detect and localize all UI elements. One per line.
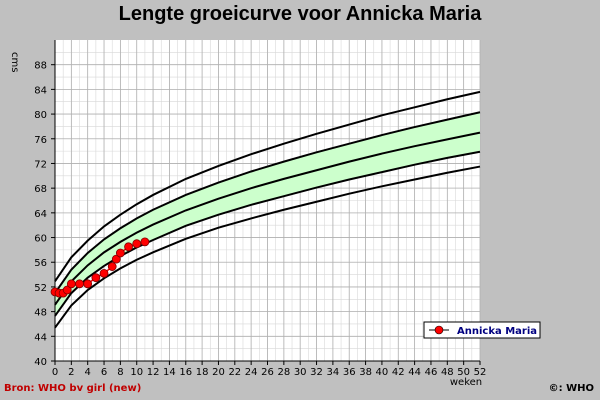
reference-curve: [54, 111, 481, 294]
data-point: [132, 239, 142, 249]
data-point: [124, 242, 133, 252]
reference-curve: [54, 131, 481, 306]
x-axis-unit: weken: [450, 377, 482, 388]
x-tick-label: 38: [359, 367, 372, 378]
y-tick-label: 84: [34, 85, 47, 96]
x-tick-label: 30: [294, 367, 307, 378]
x-tick-label: 6: [101, 367, 107, 378]
data-point: [66, 279, 76, 289]
data-point: [99, 268, 109, 278]
reference-curve: [54, 90, 481, 282]
data-point: [62, 285, 72, 295]
x-tick-label: 42: [392, 367, 405, 378]
data-point: [91, 273, 101, 283]
reference-band: [55, 112, 480, 316]
y-tick-label: 60: [34, 234, 47, 245]
legend-box: [423, 321, 541, 339]
y-tick-label: 80: [34, 110, 47, 121]
x-tick-label: 26: [261, 367, 274, 378]
x-tick-label: 40: [376, 367, 389, 378]
reference-curve: [54, 150, 481, 317]
y-tick-label: 48: [34, 308, 47, 319]
x-tick-label: 14: [163, 367, 176, 378]
x-tick-label: 0: [52, 367, 58, 378]
copyright-note: ©: WHO: [549, 383, 594, 394]
data-point: [75, 279, 84, 289]
x-tick-label: 22: [228, 367, 241, 378]
y-tick-label: 68: [34, 184, 47, 195]
legend-label: Annicka Maria: [457, 326, 537, 337]
x-tick-label: 46: [425, 367, 438, 378]
x-tick-label: 12: [147, 367, 160, 378]
y-tick-label: 44: [34, 332, 47, 343]
x-tick-label: 18: [196, 367, 209, 378]
x-tick-label: 50: [457, 367, 470, 378]
x-tick-label: 44: [408, 367, 421, 378]
y-tick-label: 56: [34, 258, 47, 269]
x-tick-label: 2: [68, 367, 74, 378]
x-tick-label: 32: [310, 367, 323, 378]
x-tick-label: 28: [277, 367, 290, 378]
y-tick-label: 64: [34, 209, 47, 220]
x-tick-label: 20: [212, 367, 225, 378]
y-axis-unit: cms: [9, 52, 20, 72]
data-point: [115, 248, 125, 258]
y-tick-label: 88: [34, 61, 47, 72]
y-tick-label: 76: [34, 135, 47, 146]
y-tick-label: 52: [34, 283, 47, 294]
x-tick-label: 36: [343, 367, 356, 378]
x-tick-label: 16: [179, 367, 192, 378]
data-point: [140, 237, 150, 247]
chart-title: Lengte groeicurve voor Annicka Maria: [119, 3, 483, 25]
reference-curve: [54, 165, 481, 329]
x-tick-label: 52: [474, 367, 487, 378]
x-tick-label: 10: [130, 367, 143, 378]
data-point: [111, 254, 121, 264]
legend-marker-swatch: [434, 325, 444, 335]
data-point: [83, 279, 93, 289]
source-note: Bron: WHO bv girl (new): [4, 383, 141, 394]
y-tick-label: 72: [34, 159, 47, 170]
y-tick-label: 40: [34, 357, 47, 368]
data-point: [107, 262, 117, 271]
x-tick-label: 8: [117, 367, 123, 378]
x-tick-label: 48: [441, 367, 454, 378]
x-tick-label: 4: [85, 367, 91, 378]
x-tick-label: 24: [245, 367, 258, 378]
x-tick-label: 34: [327, 367, 340, 378]
legend: Annicka Maria: [423, 321, 541, 339]
